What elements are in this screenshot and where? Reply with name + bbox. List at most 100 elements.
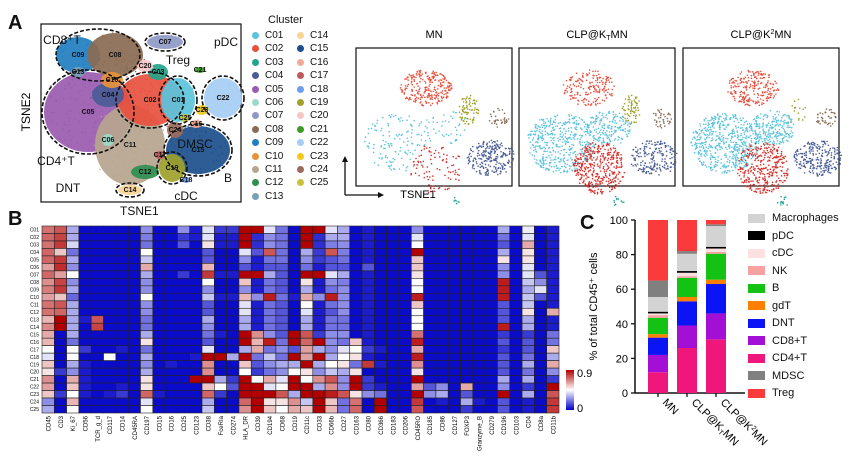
group-panel-title: MN	[425, 29, 442, 41]
heatmap-cell	[460, 360, 474, 369]
heatmap-cell	[275, 322, 289, 332]
heatmap-cell	[103, 225, 117, 234]
heatmap-cell	[250, 375, 264, 384]
heatmap-cell	[226, 405, 240, 414]
heatmap-cell	[127, 330, 141, 339]
heatmap-cell	[275, 293, 289, 302]
heatmap-cell	[460, 248, 474, 257]
heatmap-cell	[127, 278, 141, 287]
heatmap-col-label: CD14	[120, 415, 126, 431]
heatmap-cell	[497, 285, 511, 294]
cluster-color-dot	[297, 152, 304, 160]
heatmap-cell	[410, 397, 424, 406]
heatmap-cell	[460, 315, 474, 324]
heatmap-cell	[78, 330, 92, 339]
heatmap-cell	[398, 375, 412, 384]
heatmap-cell	[546, 300, 560, 309]
heatmap-cell	[423, 375, 437, 384]
cluster-c23	[196, 105, 209, 115]
heatmap-cell	[484, 278, 498, 287]
heatmap-cell	[509, 322, 523, 332]
heatmap-cell	[447, 315, 461, 324]
heatmap-cell	[386, 293, 400, 302]
heatmap-cell	[66, 225, 80, 234]
heatmap-cell	[361, 225, 375, 234]
group-panel-title: CLP@KTMN	[566, 29, 627, 42]
heatmap-cell	[41, 397, 55, 406]
heatmap-cell	[263, 397, 277, 406]
heatmap-cell	[349, 315, 363, 324]
cluster-legend-item: C12	[252, 177, 283, 188]
heatmap-cell	[546, 270, 560, 279]
heatmap-cell	[214, 300, 227, 309]
heatmap-cell	[41, 307, 55, 317]
heatmap-cell	[509, 300, 523, 309]
heatmap-cell	[115, 225, 129, 234]
heatmap-cell	[127, 405, 141, 414]
heatmap-cell	[103, 285, 117, 294]
heatmap-cell	[103, 390, 117, 399]
heatmap-cell	[103, 270, 117, 279]
heatmap-cell	[250, 270, 264, 279]
heatmap-cell	[226, 315, 240, 324]
heatmap-cell	[226, 248, 240, 257]
heatmap-cell	[546, 225, 560, 234]
heatmap-cell	[226, 375, 240, 384]
heatmap-cell	[386, 337, 400, 346]
heatmap-cell	[66, 405, 80, 414]
heatmap-cell	[374, 360, 387, 369]
heatmap-cell	[140, 375, 154, 384]
bar-legend-item: Treg	[748, 387, 794, 399]
bar-legend-item: MDSC	[748, 370, 804, 382]
heatmap-cell	[374, 405, 387, 414]
heatmap-cell	[177, 225, 191, 234]
heatmap-cell	[546, 248, 560, 257]
cluster-label: C05	[82, 109, 95, 116]
heatmap-cell	[423, 225, 437, 234]
heatmap-cell	[472, 225, 486, 234]
heatmap-cell	[337, 307, 351, 317]
heatmap-cell	[374, 270, 387, 279]
cluster-color-dot	[252, 125, 259, 133]
heatmap-cell	[300, 330, 314, 339]
heatmap-cell	[374, 240, 387, 249]
heatmap-cell	[201, 382, 215, 391]
heatmap-cell	[337, 397, 351, 406]
heatmap-cell	[300, 315, 314, 324]
heatmap-cell	[177, 382, 191, 391]
heatmap-cell	[140, 330, 154, 339]
heatmap-col-label: CD45	[47, 415, 53, 431]
bar-segment-b	[648, 317, 668, 335]
heatmap-cell	[275, 307, 289, 317]
heatmap-cell	[435, 225, 449, 234]
heatmap-cell	[263, 337, 277, 346]
heatmap-cell	[263, 270, 277, 279]
heatmap-col-label: CD123	[194, 415, 200, 434]
heatmap-cell	[41, 293, 55, 302]
heatmap-cell	[250, 285, 264, 294]
heatmap-cell	[521, 270, 535, 279]
heatmap-cell	[497, 330, 511, 339]
heatmap-cell	[214, 285, 227, 294]
heatmap-cell	[410, 330, 424, 339]
heatmap-cell	[521, 367, 535, 376]
heatmap-cell	[410, 255, 424, 264]
heatmap-cell	[226, 367, 240, 376]
heatmap-col-label: CD206	[404, 415, 410, 434]
heatmap-cell	[275, 248, 289, 257]
heatmap-cell	[484, 255, 498, 264]
bar-segment-cd4t	[706, 339, 726, 393]
cluster-c21	[194, 67, 205, 73]
heatmap-cell	[509, 390, 523, 399]
heatmap-cell	[361, 263, 375, 272]
heatmap-cell	[90, 367, 104, 376]
heatmap-cell	[337, 352, 351, 361]
legend-swatch	[748, 388, 765, 398]
group-outline	[115, 182, 145, 198]
heatmap-row-label: C09	[30, 287, 39, 293]
heatmap-cell	[90, 337, 104, 346]
celltype-annotation: DMSC	[177, 137, 213, 151]
heatmap-cell	[484, 233, 498, 242]
heatmap-cell	[534, 337, 547, 346]
heatmap-cell	[90, 293, 104, 302]
